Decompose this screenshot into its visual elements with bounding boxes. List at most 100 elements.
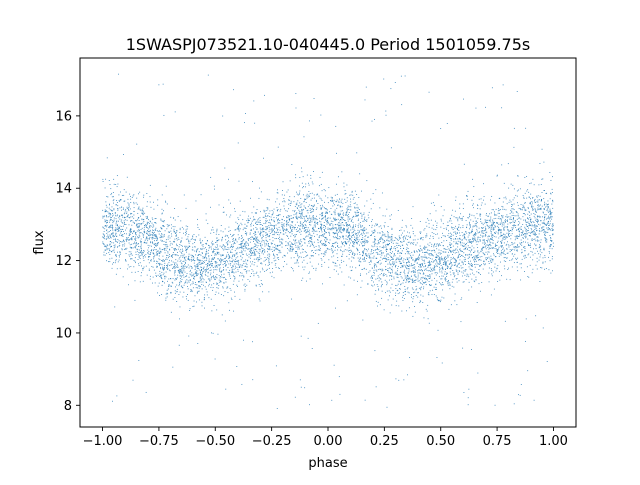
data-point [178, 270, 180, 272]
data-point [413, 242, 415, 244]
data-point [303, 136, 305, 138]
data-point [266, 257, 268, 259]
data-point [520, 232, 522, 233]
data-point [361, 251, 363, 253]
data-point [174, 254, 176, 256]
data-point [219, 277, 221, 279]
data-point [403, 280, 405, 282]
data-point [188, 241, 189, 243]
data-point [265, 232, 267, 234]
data-point [174, 264, 176, 265]
data-point [149, 227, 151, 229]
data-point [456, 231, 458, 233]
data-point [227, 272, 229, 273]
data-point [114, 262, 116, 264]
data-point [160, 219, 162, 221]
data-point [550, 240, 552, 242]
data-point [208, 283, 210, 285]
data-point [148, 234, 149, 236]
data-point [424, 263, 426, 265]
data-point [153, 258, 155, 260]
data-point [307, 195, 309, 197]
data-point [163, 235, 165, 237]
data-point [131, 220, 133, 222]
data-point [349, 218, 351, 220]
data-point [162, 220, 164, 222]
data-point [131, 224, 133, 226]
data-point [200, 281, 202, 283]
data-point [201, 301, 203, 303]
data-point [205, 271, 206, 273]
data-point [510, 201, 512, 203]
data-point [363, 240, 365, 242]
data-point [500, 232, 502, 234]
data-point [136, 197, 138, 199]
data-point [358, 241, 360, 242]
data-point [279, 229, 281, 231]
data-point [257, 260, 259, 262]
data-point [451, 262, 453, 263]
data-point [546, 231, 548, 233]
data-point [392, 261, 394, 263]
data-point [251, 250, 252, 252]
data-point [160, 267, 161, 269]
data-point [164, 278, 166, 280]
data-point [512, 227, 514, 229]
data-point [323, 233, 325, 235]
data-point [504, 226, 506, 228]
data-point [477, 236, 479, 238]
data-point [436, 225, 438, 226]
data-point [349, 225, 351, 226]
data-point [479, 265, 481, 267]
data-point [465, 246, 467, 248]
data-point [417, 270, 419, 272]
data-point [108, 248, 110, 250]
data-point [449, 284, 451, 286]
data-point [176, 243, 177, 245]
data-point [469, 216, 470, 218]
data-point [391, 266, 393, 268]
data-point [534, 214, 536, 216]
data-point [255, 222, 257, 224]
data-point [306, 193, 308, 195]
data-point [469, 253, 471, 255]
data-point [534, 208, 536, 210]
data-point [439, 269, 441, 271]
data-point [543, 204, 545, 206]
data-point [487, 225, 489, 227]
data-point [466, 198, 468, 200]
data-point [498, 255, 500, 257]
data-point [190, 274, 192, 276]
data-point [527, 213, 529, 215]
data-point [129, 244, 131, 246]
data-point [452, 258, 454, 260]
data-point [362, 251, 364, 253]
data-point [480, 265, 482, 267]
data-point [266, 240, 268, 242]
data-point [443, 209, 445, 211]
data-point [375, 269, 377, 271]
data-point [222, 286, 224, 288]
data-point [428, 226, 430, 228]
data-point [187, 264, 189, 266]
data-point [552, 207, 554, 209]
data-point [132, 243, 134, 245]
data-point [339, 225, 341, 227]
data-point [524, 248, 526, 249]
data-point [544, 208, 545, 210]
data-point [313, 197, 315, 199]
data-point [473, 247, 475, 249]
data-point [331, 229, 333, 231]
data-point [308, 221, 310, 223]
data-point [203, 267, 205, 269]
data-point [221, 270, 223, 272]
data-point [516, 190, 518, 192]
data-point [311, 242, 313, 244]
data-point [420, 294, 422, 296]
data-point [262, 234, 264, 236]
data-point [410, 242, 412, 244]
data-point [425, 235, 427, 237]
data-point [497, 232, 499, 234]
data-point [271, 227, 273, 229]
data-point [393, 254, 395, 256]
